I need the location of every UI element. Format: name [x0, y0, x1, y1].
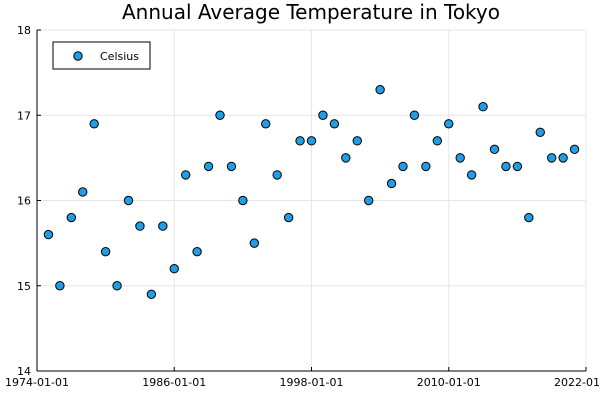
legend: Celsius [52, 41, 151, 70]
data-point [180, 170, 191, 180]
data-point [226, 161, 237, 172]
x-tick-label: 1998-01-01 [280, 376, 344, 389]
gridlines [36, 29, 587, 372]
data-point [363, 195, 374, 206]
data-point [135, 221, 145, 231]
data-point [283, 212, 294, 223]
data-point [192, 246, 202, 257]
chart-title: Annual Average Temperature in Tokyo [122, 0, 500, 24]
data-point [535, 127, 545, 138]
data-point [123, 195, 134, 206]
data-point [215, 110, 225, 120]
data-point [306, 136, 317, 146]
x-tick-label: 2010-01-01 [417, 376, 481, 389]
data-point [169, 264, 179, 274]
legend-marker [73, 51, 83, 61]
data-point [558, 153, 568, 163]
y-tick-label: 14 [17, 365, 31, 378]
y-tick-label: 15 [17, 280, 31, 293]
data-point [43, 229, 54, 240]
data-point [272, 170, 282, 180]
tick-labels: 1974-01-01 1986-01-01 1998-01-01 2010-01-01… [5, 24, 600, 389]
data-point [158, 221, 168, 231]
axes [36, 29, 587, 372]
data-point [203, 161, 214, 172]
data-point [78, 187, 88, 197]
data-point [318, 110, 328, 120]
data-point [569, 144, 580, 155]
data-point [455, 153, 465, 163]
y-tick-label: 17 [17, 109, 31, 122]
data-point [466, 170, 477, 180]
data-point [261, 119, 271, 129]
data-point [89, 119, 99, 129]
data-point [444, 119, 454, 129]
data-point [112, 281, 122, 291]
x-tick-label: 1974-01-01 [5, 376, 69, 389]
data-point [478, 102, 488, 112]
x-tick-label: 2022-01-01 [554, 376, 600, 389]
data-point [386, 178, 397, 189]
data-point [546, 153, 557, 163]
data-point [341, 153, 351, 163]
data-point [512, 161, 523, 172]
data-points [43, 84, 580, 299]
data-point [249, 238, 260, 248]
legend-box [52, 41, 151, 70]
data-point [375, 84, 385, 95]
data-point [66, 212, 77, 223]
data-point [524, 212, 534, 223]
y-tick-label: 16 [17, 195, 31, 208]
data-point [329, 119, 340, 129]
data-point [432, 136, 443, 146]
data-point [409, 110, 420, 120]
data-point [352, 136, 362, 146]
data-point [295, 136, 305, 146]
y-tick-label: 18 [17, 24, 31, 37]
data-point [501, 161, 511, 172]
data-point [398, 161, 408, 172]
data-point [100, 246, 111, 257]
data-point [238, 195, 248, 206]
x-tick-label: 1986-01-01 [142, 376, 206, 389]
data-point [55, 281, 65, 291]
data-point [146, 289, 157, 299]
data-point [489, 144, 500, 155]
legend-label: Celsius [100, 50, 139, 63]
data-point [421, 161, 431, 172]
